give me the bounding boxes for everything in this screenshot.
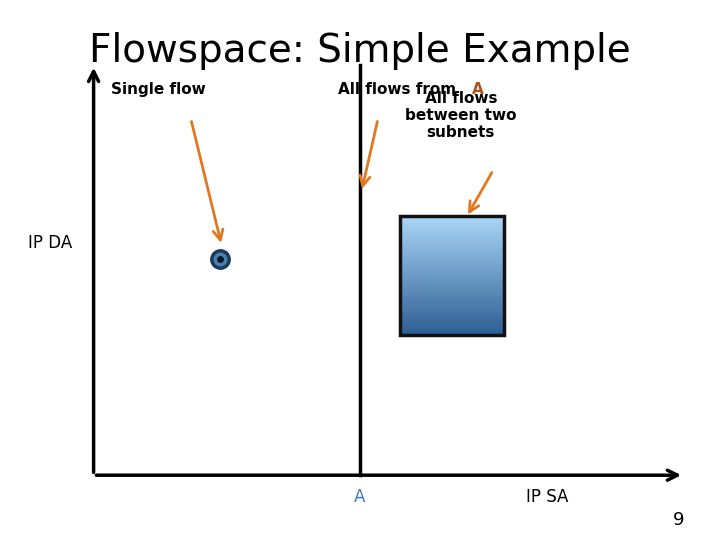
Text: 9: 9: [672, 511, 684, 529]
Text: A: A: [354, 488, 366, 506]
Text: A: A: [472, 82, 483, 97]
Text: IP DA: IP DA: [28, 234, 73, 252]
Text: All flows
between two
subnets: All flows between two subnets: [405, 91, 516, 140]
Bar: [400, 216, 504, 335]
Text: IP SA: IP SA: [526, 488, 568, 506]
Text: Flowspace: Simple Example: Flowspace: Simple Example: [89, 32, 631, 70]
Text: All flows from: All flows from: [338, 82, 462, 97]
Text: Single flow: Single flow: [111, 82, 206, 97]
